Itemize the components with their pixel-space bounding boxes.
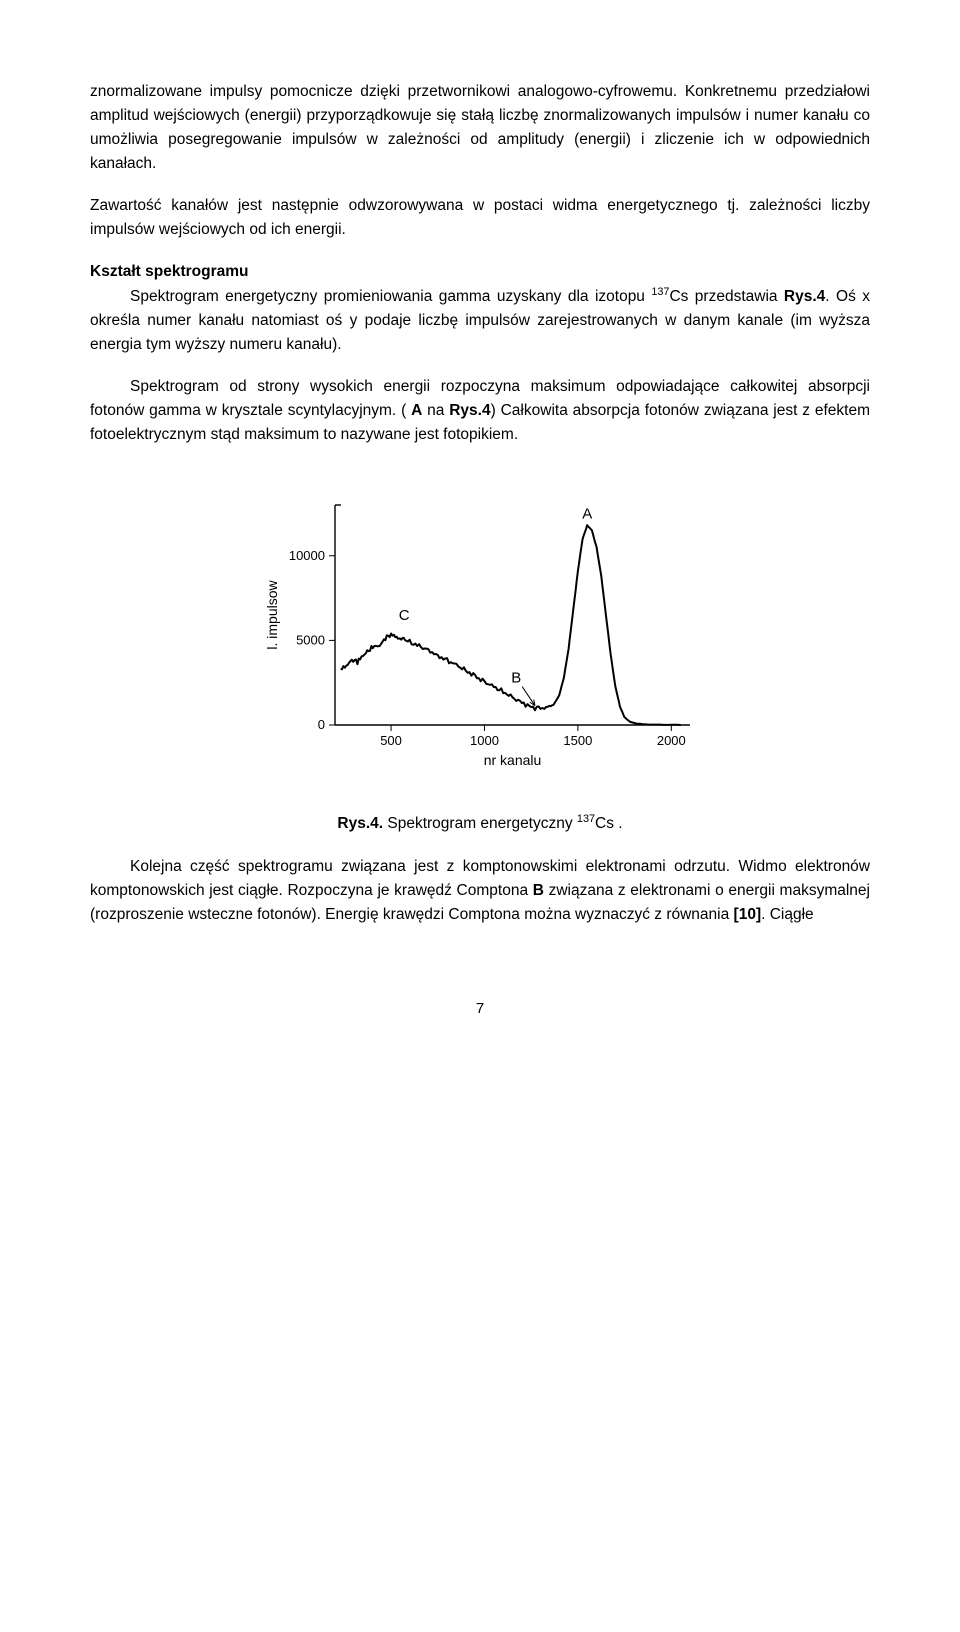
spectrum-chart: 0 5000 10000 500 1000 1500 2000 nr kanalu l. imp… [250, 487, 710, 787]
label-A: A [411, 402, 422, 419]
label-B: B [533, 882, 544, 899]
svg-text:10000: 10000 [289, 548, 325, 563]
section-heading: Kształt spektrogramu [90, 260, 870, 284]
paragraph-shape-2: Spektrogram od strony wysokich energii r… [90, 375, 870, 447]
isotope-sup: 137 [651, 286, 669, 298]
text: Spektrogram energetyczny promieniowania … [130, 288, 651, 305]
svg-text:B: B [511, 670, 521, 687]
text: Zawartość kanałów jest następnie odwzoro… [90, 197, 870, 238]
text: . Ciągłe [761, 906, 814, 923]
svg-text:C: C [399, 607, 410, 624]
ref-rys4: Rys.4 [449, 402, 490, 419]
isotope: Cs . [595, 816, 623, 833]
page-number: 7 [90, 997, 870, 1020]
svg-text:1000: 1000 [470, 733, 499, 748]
caption-text: Spektrogram energetyczny [383, 816, 577, 833]
paragraph-compton: Kolejna część spektrogramu związana jest… [90, 855, 870, 927]
figure-caption: Rys.4. Spektrogram energetyczny 137Cs . [90, 811, 870, 836]
paragraph-shape-1: Spektrogram energetyczny promieniowania … [90, 284, 870, 357]
ref-10: [10] [734, 906, 762, 923]
figure-4: 0 5000 10000 500 1000 1500 2000 nr kanalu l. imp… [90, 487, 870, 787]
isotope: Cs przedstawia [669, 288, 783, 305]
caption-prefix: Rys.4. [337, 816, 383, 833]
svg-text:l. impulsow: l. impulsow [264, 580, 280, 650]
text: na [422, 402, 449, 419]
ref-rys4: Rys.4 [784, 288, 825, 305]
paragraph-intro: znormalizowane impulsy pomocnicze dzięki… [90, 80, 870, 176]
svg-text:1500: 1500 [563, 733, 592, 748]
svg-text:2000: 2000 [657, 733, 686, 748]
svg-text:nr kanalu: nr kanalu [484, 752, 542, 768]
svg-text:0: 0 [318, 717, 325, 732]
text: znormalizowane impulsy pomocnicze dzięki… [90, 83, 870, 172]
svg-text:500: 500 [380, 733, 402, 748]
svg-text:5000: 5000 [296, 633, 325, 648]
paragraph-intro-2: Zawartość kanałów jest następnie odwzoro… [90, 194, 870, 242]
isotope-sup: 137 [577, 813, 595, 825]
svg-text:A: A [582, 506, 592, 523]
